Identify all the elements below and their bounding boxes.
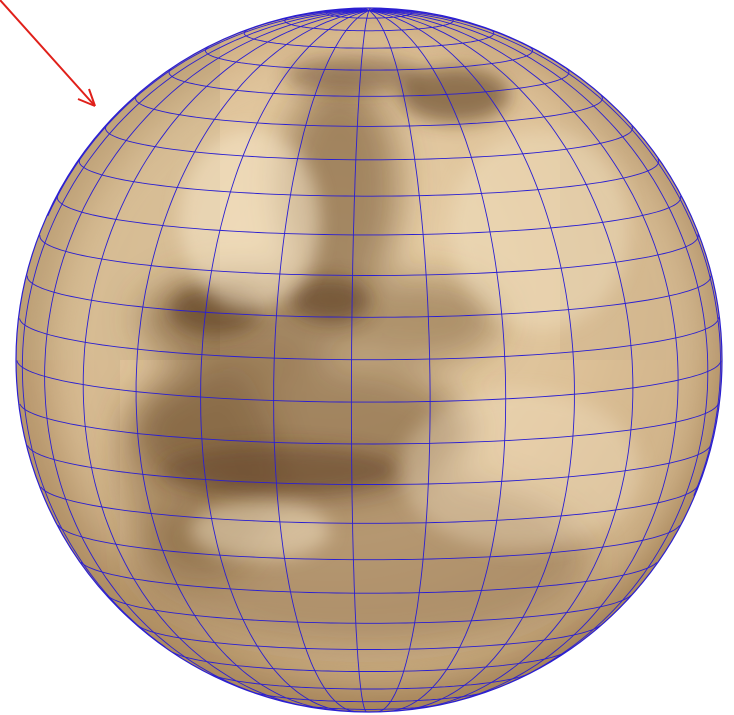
arrow-icon (0, 0, 96, 107)
grid-line (168, 67, 570, 97)
grid-line (80, 561, 658, 594)
grid-line (284, 15, 454, 32)
grid-line (209, 673, 529, 690)
grid-line (16, 360, 722, 403)
grid-line (368, 10, 575, 711)
grid-line (44, 10, 370, 698)
grid-line (21, 10, 370, 648)
grid-line (250, 691, 488, 703)
grid-line (368, 10, 507, 712)
grid-line (137, 625, 601, 650)
grid-line (40, 485, 699, 524)
grid-line (39, 234, 699, 276)
grid-line (82, 10, 370, 708)
grid-line (172, 651, 567, 672)
grid-line (204, 46, 534, 71)
grid-line (56, 195, 682, 236)
grid-line (368, 10, 722, 496)
grid-line (368, 10, 431, 712)
grid-line (47, 10, 370, 217)
grid-line (105, 125, 633, 161)
grid-line (19, 402, 719, 445)
grid-line (368, 10, 679, 704)
grid-line (368, 10, 709, 685)
grid-line (135, 10, 370, 710)
grid-line (135, 95, 603, 127)
grid-line (350, 10, 370, 712)
grid-line (78, 158, 660, 197)
grid-line (368, 10, 634, 710)
grid-line (200, 10, 370, 712)
grid-line (27, 445, 711, 485)
grid-line (19, 317, 719, 361)
globe-outline (15, 7, 723, 713)
grid-line (243, 28, 495, 49)
grid-line (273, 10, 370, 712)
grid-line (57, 524, 680, 561)
latitude-longitude-grid (16, 8, 722, 712)
grid-line (106, 594, 632, 624)
grid-line (26, 275, 712, 318)
